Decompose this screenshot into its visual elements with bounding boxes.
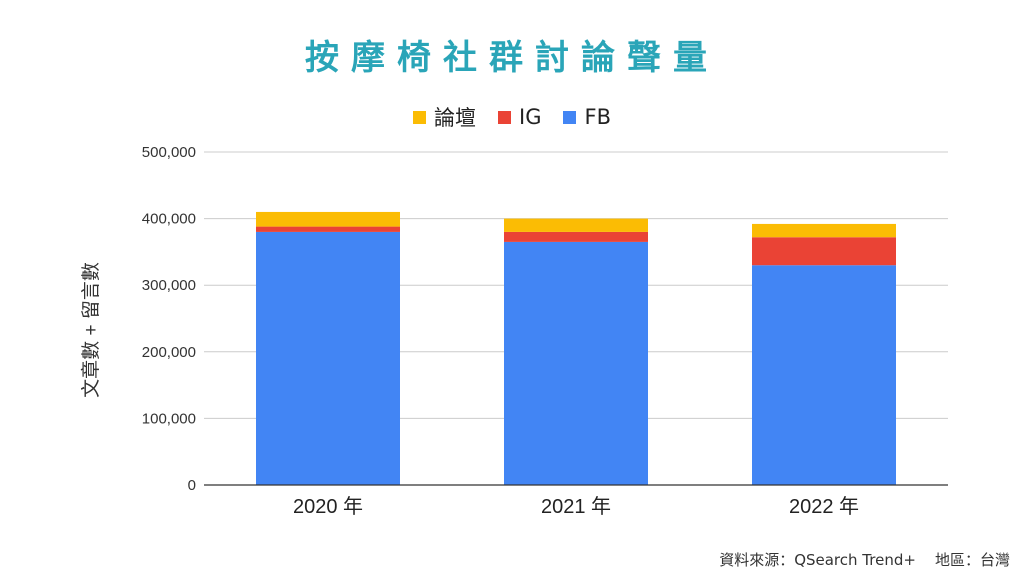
bar-forum (752, 223, 896, 238)
legend-label: IG (519, 105, 542, 129)
bar-ig (256, 226, 400, 232)
y-axis-label: 文章數 + 留言數 (80, 262, 102, 398)
bar-forum (256, 211, 400, 227)
bar-fb (504, 241, 648, 485)
x-tick-label: 2022 年 (789, 495, 859, 518)
legend-label: 論壇 (434, 106, 477, 130)
y-tick-label: 200,000 (142, 344, 196, 361)
legend-label: FB (584, 105, 611, 129)
y-tick-label: 500,000 (142, 144, 196, 161)
legend-swatch (498, 110, 512, 124)
bar-forum (504, 218, 648, 232)
bar-fb (256, 231, 400, 485)
y-tick-label: 0 (188, 477, 196, 494)
y-tick-label: 400,000 (142, 211, 196, 228)
legend-swatch (413, 110, 427, 124)
legend-item: FB (563, 105, 611, 129)
source-note: 資料來源：QSearch Trend+ 地區：台灣 (719, 551, 1010, 569)
y-tick-label: 300,000 (142, 277, 196, 294)
legend-item: IG (498, 105, 541, 129)
y-tick-label: 100,000 (142, 410, 196, 427)
legend-item: 論壇 (413, 102, 476, 132)
x-tick-label: 2020 年 (293, 495, 363, 518)
x-tick-label: 2021 年 (541, 495, 611, 518)
legend: 論壇 IG FB (0, 102, 1024, 132)
legend-swatch (563, 110, 577, 124)
bar-ig (752, 237, 896, 266)
bar-fb (752, 265, 896, 485)
chart-title: 按摩椅社群討論聲量 (305, 38, 719, 78)
bar-ig (504, 231, 648, 242)
